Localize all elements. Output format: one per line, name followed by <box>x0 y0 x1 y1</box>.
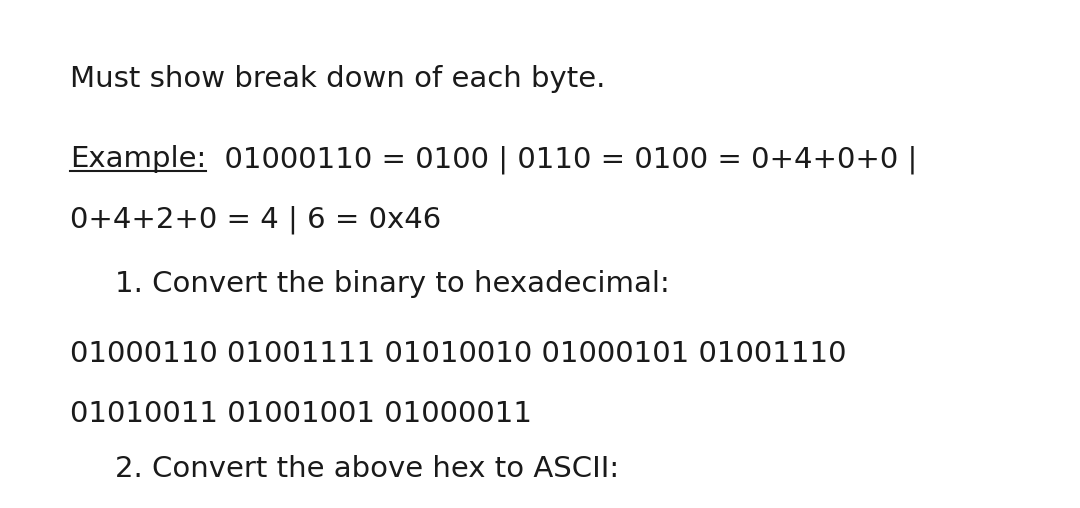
Text: Must show break down of each byte.: Must show break down of each byte. <box>70 65 606 93</box>
Text: 01000110 01001111 01010010 01000101 01001110: 01000110 01001111 01010010 01000101 0100… <box>70 340 847 368</box>
Text: 2. Convert the above hex to ASCII:: 2. Convert the above hex to ASCII: <box>114 455 619 483</box>
Text: 1. Convert the binary to hexadecimal:: 1. Convert the binary to hexadecimal: <box>114 270 670 298</box>
Text: Example:: Example: <box>70 145 206 173</box>
Text: 0+4+2+0 = 4 | 6 = 0x46: 0+4+2+0 = 4 | 6 = 0x46 <box>70 205 442 234</box>
Text: 01010011 01001001 01000011: 01010011 01001001 01000011 <box>70 400 532 428</box>
Text: 01000110 = 0100 | 0110 = 0100 = 0+4+0+0 |: 01000110 = 0100 | 0110 = 0100 = 0+4+0+0 … <box>206 145 918 174</box>
